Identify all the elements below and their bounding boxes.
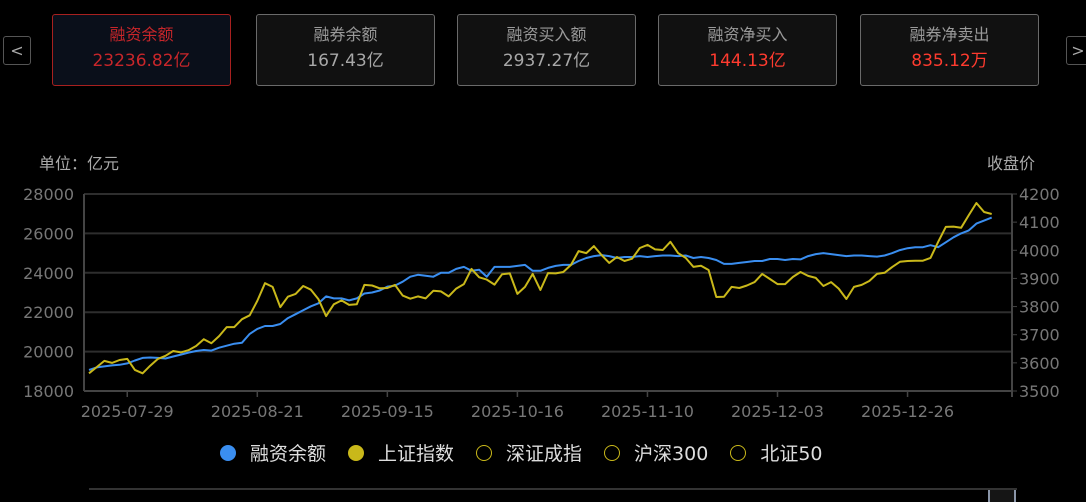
legend-dot-icon xyxy=(220,444,236,461)
x-tick-label: 2025-07-29 xyxy=(81,402,174,421)
card-label: 融资净买入 xyxy=(707,25,788,44)
right-axis-unit: 收盘价 xyxy=(987,154,1036,173)
x-tick-label: 2025-11-10 xyxy=(601,402,694,421)
right-tick-label: 3900 xyxy=(1019,269,1060,288)
right-tick-label: 4100 xyxy=(1019,213,1060,232)
card-value: 144.13亿 xyxy=(709,51,786,71)
left-tick-label: 18000 xyxy=(23,382,74,401)
x-tick-label: 2025-09-15 xyxy=(341,402,434,421)
x-tick-label: 2025-08-21 xyxy=(211,402,304,421)
legend-label: 上证指数 xyxy=(378,443,455,465)
left-tick-label: 24000 xyxy=(23,264,74,283)
right-tick-label: 3700 xyxy=(1019,326,1060,345)
prev-button[interactable]: < xyxy=(3,36,31,65)
chart-legend: 融资余额 上证指数 深证成指 沪深300 北证50 xyxy=(220,439,845,466)
right-tick-label: 3600 xyxy=(1019,354,1060,373)
legend-ring-icon xyxy=(730,444,747,461)
x-tick-label: 2025-12-03 xyxy=(731,402,824,421)
card-lending-net-sell[interactable]: 融券净卖出 835.12万 xyxy=(860,14,1039,86)
card-value: 23236.82亿 xyxy=(92,51,191,71)
card-label: 融资买入额 xyxy=(506,25,587,44)
left-tick-label: 20000 xyxy=(23,343,74,362)
legend-label: 北证50 xyxy=(760,443,823,465)
right-tick-label: 4000 xyxy=(1019,241,1060,260)
legend-label: 融资余额 xyxy=(250,443,327,465)
card-value: 167.43亿 xyxy=(307,51,384,71)
card-value: 2937.27亿 xyxy=(502,51,591,71)
data-zoom-slider[interactable] xyxy=(89,488,1017,502)
legend-ring-icon xyxy=(476,444,493,461)
card-value: 835.12万 xyxy=(911,51,988,71)
legend-label: 沪深300 xyxy=(634,443,709,465)
legend-item-szse[interactable]: 深证成指 xyxy=(476,439,582,466)
card-financing-balance[interactable]: 融资余额 23236.82亿 xyxy=(52,14,231,86)
left-tick-label: 28000 xyxy=(23,185,74,204)
legend-item-financing[interactable]: 融资余额 xyxy=(220,439,326,466)
next-button[interactable]: > xyxy=(1066,36,1086,65)
right-tick-label: 3800 xyxy=(1019,298,1060,317)
card-label: 融券余额 xyxy=(313,25,378,44)
legend-item-sse[interactable]: 上证指数 xyxy=(348,439,454,466)
series-line-sse-index xyxy=(88,202,992,375)
left-axis-unit: 单位：亿元 xyxy=(39,154,120,173)
card-label: 融券净卖出 xyxy=(909,25,990,44)
series-line-financing-balance xyxy=(88,216,993,371)
card-label: 融资余额 xyxy=(109,25,174,44)
legend-label: 深证成指 xyxy=(506,443,583,465)
right-tick-label: 4200 xyxy=(1019,185,1060,204)
card-financing-net-buy[interactable]: 融资净买入 144.13亿 xyxy=(658,14,837,86)
left-tick-label: 22000 xyxy=(23,303,74,322)
legend-item-bse50[interactable]: 北证50 xyxy=(730,439,823,466)
legend-ring-icon xyxy=(604,444,621,461)
x-tick-label: 2025-10-16 xyxy=(471,402,564,421)
x-tick-label: 2025-12-26 xyxy=(861,402,954,421)
data-zoom-window-handle[interactable] xyxy=(988,490,1016,502)
right-tick-label: 3500 xyxy=(1019,382,1060,401)
card-securities-lending-balance[interactable]: 融券余额 167.43亿 xyxy=(256,14,435,86)
legend-dot-icon xyxy=(348,444,365,461)
card-financing-buy[interactable]: 融资买入额 2937.27亿 xyxy=(457,14,636,86)
legend-item-csi300[interactable]: 沪深300 xyxy=(604,439,708,466)
left-tick-label: 26000 xyxy=(23,224,74,243)
